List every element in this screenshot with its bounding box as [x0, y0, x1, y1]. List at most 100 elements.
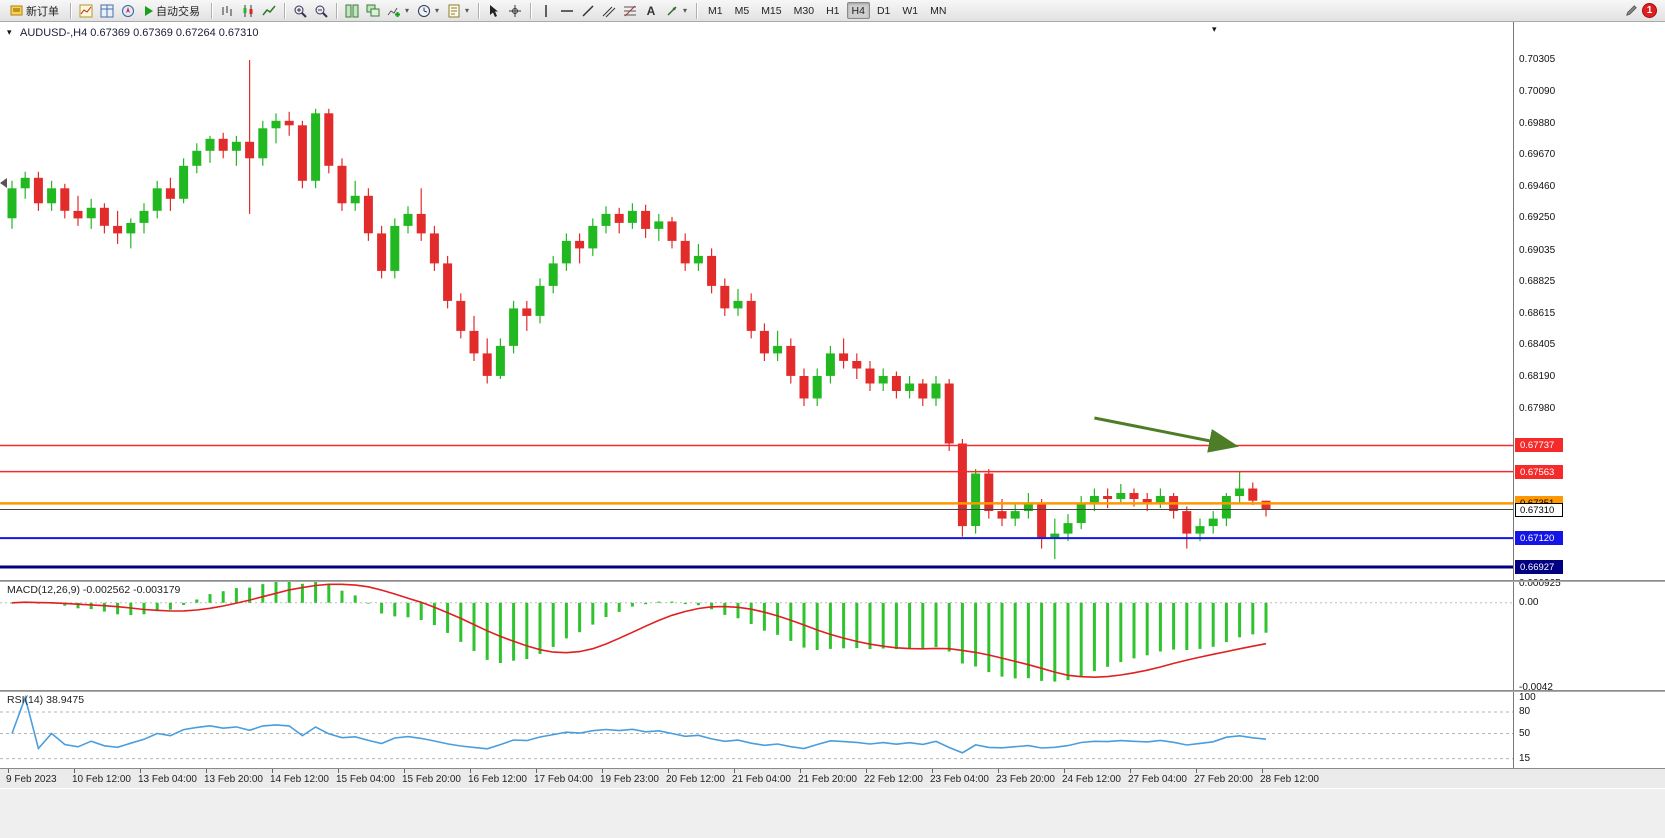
new-order-button[interactable]: 新订单 [4, 1, 65, 20]
timeframe-button-M1[interactable]: M1 [708, 4, 723, 17]
market-watch-icon[interactable] [97, 1, 117, 20]
time-label: 21 Feb 20:00 [798, 774, 857, 785]
indicators-dropdown-icon[interactable]: ▾ [405, 6, 410, 15]
time-label: 28 Feb 12:00 [1260, 774, 1319, 785]
price-tick-label: 0.68405 [1519, 339, 1556, 350]
time-tick [1064, 769, 1065, 773]
timeframe-button-H1[interactable]: H1 [826, 4, 840, 17]
price-tick-label: 0.68615 [1519, 308, 1556, 319]
price-axis[interactable]: 0.70305 0.70090 0.69880 0.69670 0.69460 0.692… [1513, 22, 1665, 768]
drawing-tools-dropdown-icon[interactable]: ▾ [683, 6, 688, 15]
price-tick-label: 0.69250 [1519, 212, 1556, 223]
separator [211, 2, 212, 19]
level-price-box: 0.67737 [1515, 438, 1563, 452]
new-order-label: 新订单 [26, 5, 59, 18]
time-label: 22 Feb 12:00 [864, 774, 923, 785]
channel-icon[interactable] [599, 1, 619, 20]
rsi-value: 38.9475 [46, 694, 85, 706]
price-tick-label: 0.69035 [1519, 245, 1556, 256]
zoom-in-icon[interactable] [290, 1, 310, 20]
level-price-box: 0.67120 [1515, 531, 1563, 545]
time-label: 23 Feb 20:00 [996, 774, 1055, 785]
level-price-box: 0.67563 [1515, 465, 1563, 479]
timeframe-button-H4[interactable]: H4 [846, 2, 870, 19]
cascade-windows-icon[interactable] [363, 1, 383, 20]
new-chart-icon[interactable] [76, 1, 96, 20]
separator [478, 2, 479, 19]
auto-trading-label: 自动交易 [156, 5, 200, 18]
time-label: 9 Feb 2023 [6, 774, 57, 785]
time-label: 24 Feb 12:00 [1062, 774, 1121, 785]
time-tick [866, 769, 867, 773]
bar-chart-icon[interactable] [217, 1, 237, 20]
time-tick [734, 769, 735, 773]
macd-indicator-label: MACD(12,26,9) -0.002562 -0.003179 [7, 584, 180, 596]
timeframe-button-M30[interactable]: M30 [793, 4, 815, 17]
timeframe-button-W1[interactable]: W1 [902, 4, 919, 17]
rsi-name: RSI(14) [7, 694, 44, 706]
time-label: 15 Feb 04:00 [336, 774, 395, 785]
time-tick [470, 769, 471, 773]
time-axis[interactable]: 9 Feb 2023 10 Feb 12:00 13 Feb 04:00 13 Feb… [0, 768, 1665, 788]
zoom-out-icon[interactable] [311, 1, 331, 20]
chart-window: ▾ AUDUSD-,H4 0.67369 0.67369 0.67264 0.6… [0, 22, 1665, 788]
fibonacci-icon[interactable] [620, 1, 640, 20]
rsi-indicator-label: RSI(14) 38.9475 [7, 694, 84, 706]
templates-icon[interactable] [444, 1, 464, 20]
auto-trading-button[interactable]: 自动交易 [139, 1, 206, 20]
price-tick-label: 0.70305 [1519, 54, 1556, 65]
notification-badge[interactable]: 1 [1642, 3, 1657, 18]
pencil-icon[interactable] [1621, 1, 1641, 20]
current-price-box: 0.67310 [1515, 503, 1563, 517]
time-label: 27 Feb 20:00 [1194, 774, 1253, 785]
macd-main-value: -0.002562 [82, 584, 131, 596]
templates-dropdown-icon[interactable]: ▾ [465, 6, 470, 15]
window-footer [0, 788, 1665, 838]
separator [696, 2, 697, 19]
price-tick-label: 0.69880 [1519, 118, 1556, 129]
horizontal-line-icon[interactable] [557, 1, 577, 20]
candlestick-chart-icon[interactable] [238, 1, 258, 20]
chart-shift-marker[interactable]: ▾ [1212, 24, 1217, 34]
price-tick-label: 0.67980 [1519, 403, 1556, 414]
timeframe-button-MN[interactable]: MN [930, 4, 947, 17]
time-tick [140, 769, 141, 773]
time-label: 14 Feb 12:00 [270, 774, 329, 785]
price-tick-label: 0.69670 [1519, 149, 1556, 160]
time-tick [74, 769, 75, 773]
separator [336, 2, 337, 19]
macd-name: MACD(12,26,9) [7, 584, 80, 596]
price-chart-canvas[interactable] [0, 22, 1513, 788]
timeframe-button-M5[interactable]: M5 [734, 4, 750, 17]
trendline-icon[interactable] [578, 1, 598, 20]
tile-windows-icon[interactable] [342, 1, 362, 20]
timeframe-button-D1[interactable]: D1 [876, 4, 891, 17]
time-tick [668, 769, 669, 773]
separator [284, 2, 285, 19]
time-tick [1130, 769, 1131, 773]
arrows-tool-icon[interactable] [662, 1, 682, 20]
cursor-icon[interactable] [484, 1, 504, 20]
indicators-icon[interactable] [384, 1, 404, 20]
text-label-icon[interactable]: A [646, 3, 656, 18]
crosshair-icon[interactable] [505, 1, 525, 20]
time-tick [272, 769, 273, 773]
level-price-box: 0.66927 [1515, 560, 1563, 574]
price-tick-label: 0.68825 [1519, 276, 1556, 287]
rsi-axis-label: 80 [1519, 706, 1531, 717]
panel-separator[interactable] [0, 690, 1665, 692]
chart-menu-arrow-icon[interactable]: ▾ [7, 27, 12, 37]
periods-icon[interactable] [414, 1, 434, 20]
line-chart-icon[interactable] [259, 1, 279, 20]
panel-separator[interactable] [0, 580, 1665, 582]
order-ticket-icon [10, 5, 23, 16]
rsi-axis-label: 15 [1519, 753, 1531, 764]
time-label: 13 Feb 04:00 [138, 774, 197, 785]
toolbar: 新订单 自动交易 ▾ ▾ ▾ A [0, 0, 1665, 22]
time-label: 16 Feb 12:00 [468, 774, 527, 785]
periods-dropdown-icon[interactable]: ▾ [435, 6, 440, 15]
timeframe-button-M15[interactable]: M15 [761, 4, 782, 17]
navigator-icon[interactable] [118, 1, 138, 20]
vertical-line-icon[interactable] [536, 1, 556, 20]
